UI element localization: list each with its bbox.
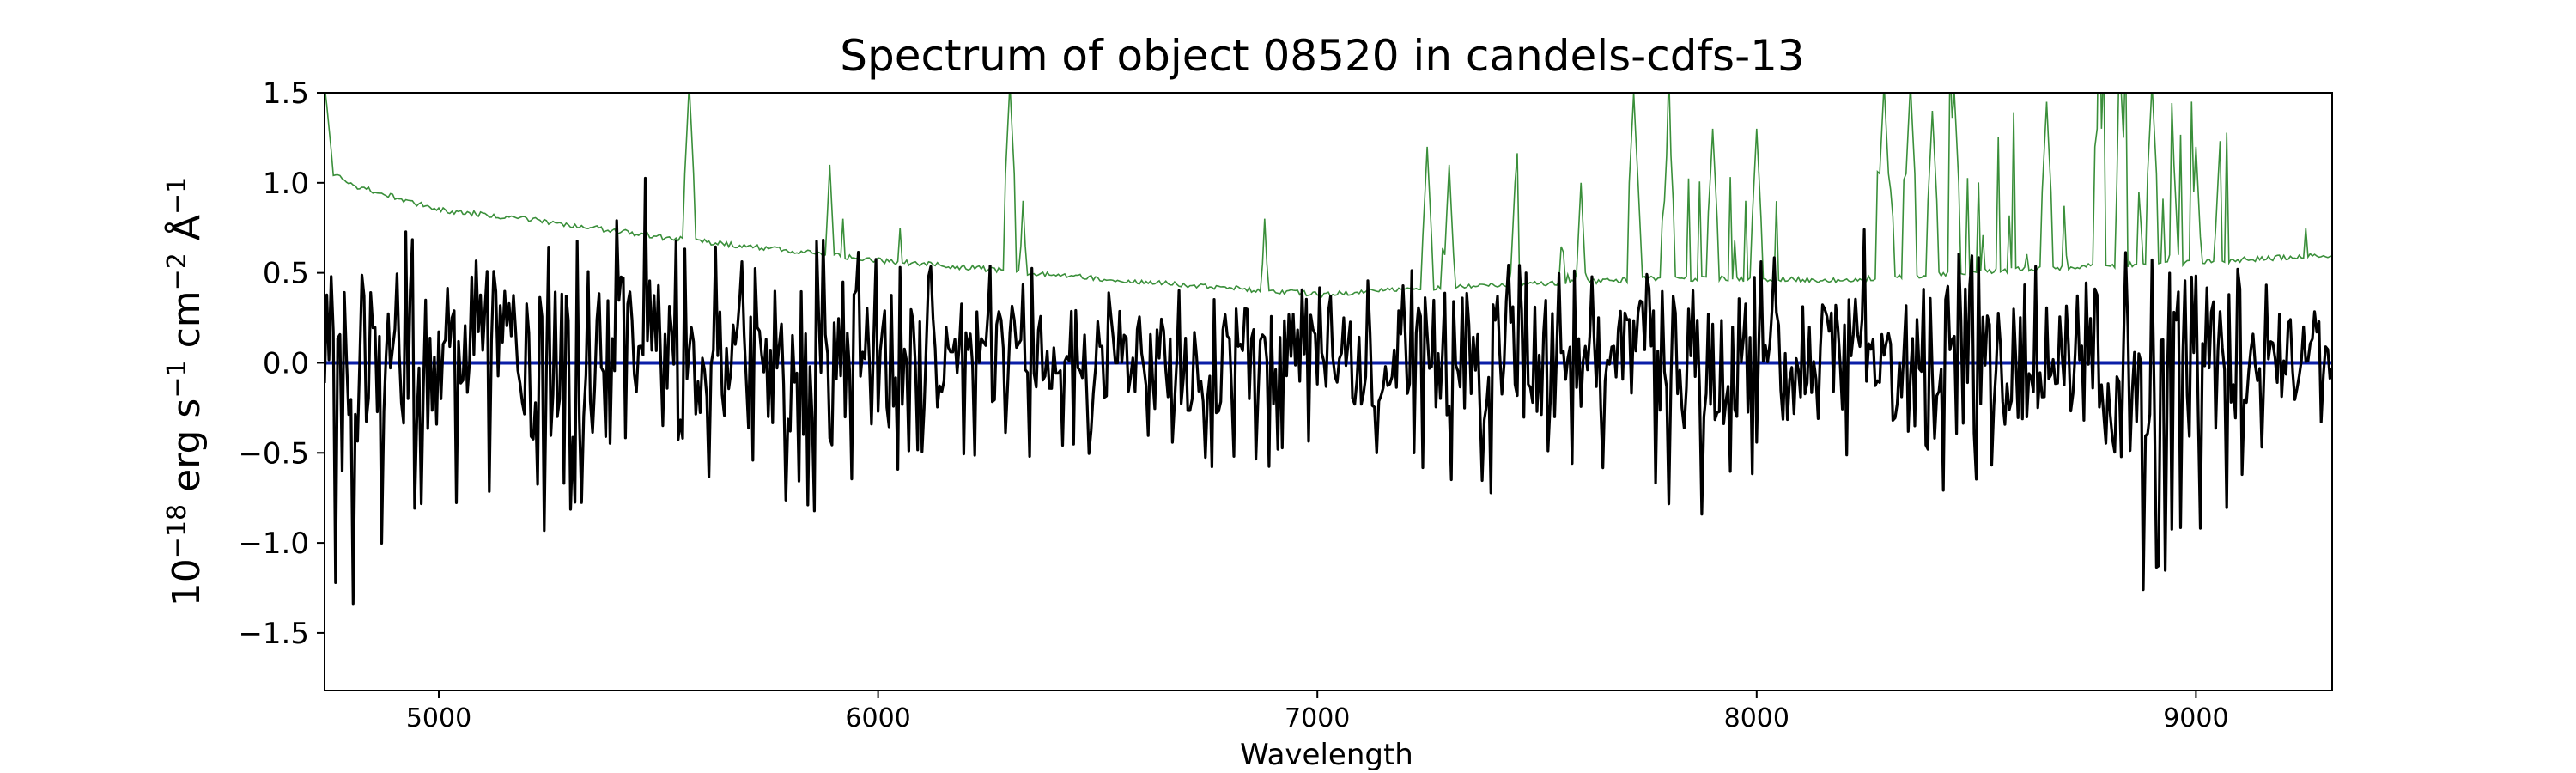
x-tick-label: 5000 (406, 703, 471, 733)
y-tick-label: −1.0 (238, 526, 309, 561)
y-axis: 1.5 1.0 0.5 0.0 −0.5 −1.0 −1.5 (238, 76, 325, 651)
flux-spectrum-line (325, 176, 2332, 606)
y-tick-label: −0.5 (238, 436, 309, 471)
y-tick-label: −1.5 (238, 617, 309, 651)
plot-frame (324, 92, 2333, 691)
x-tick-label: 7000 (1285, 703, 1350, 733)
y-tick-label: 0.0 (263, 346, 309, 380)
chart-title: Spectrum of object 08520 in candels-cdfs… (840, 31, 1805, 81)
y-tick-label: 1.5 (263, 76, 309, 111)
y-axis-label: 10−18 erg s−1 cm−2 Å−1 (162, 177, 209, 606)
series-layer (325, 93, 2332, 606)
x-axis: 5000 6000 7000 8000 9000 (406, 691, 2229, 733)
x-tick-label: 6000 (845, 703, 910, 733)
y-tick-label: 0.5 (263, 257, 309, 291)
error-spectrum-line (325, 93, 2332, 298)
x-tick-label: 8000 (1724, 703, 1789, 733)
plot-area (324, 92, 2333, 691)
y-tick-label: 1.0 (263, 167, 309, 201)
x-tick-label: 9000 (2163, 703, 2228, 733)
x-axis-label: Wavelength (1240, 738, 1413, 772)
